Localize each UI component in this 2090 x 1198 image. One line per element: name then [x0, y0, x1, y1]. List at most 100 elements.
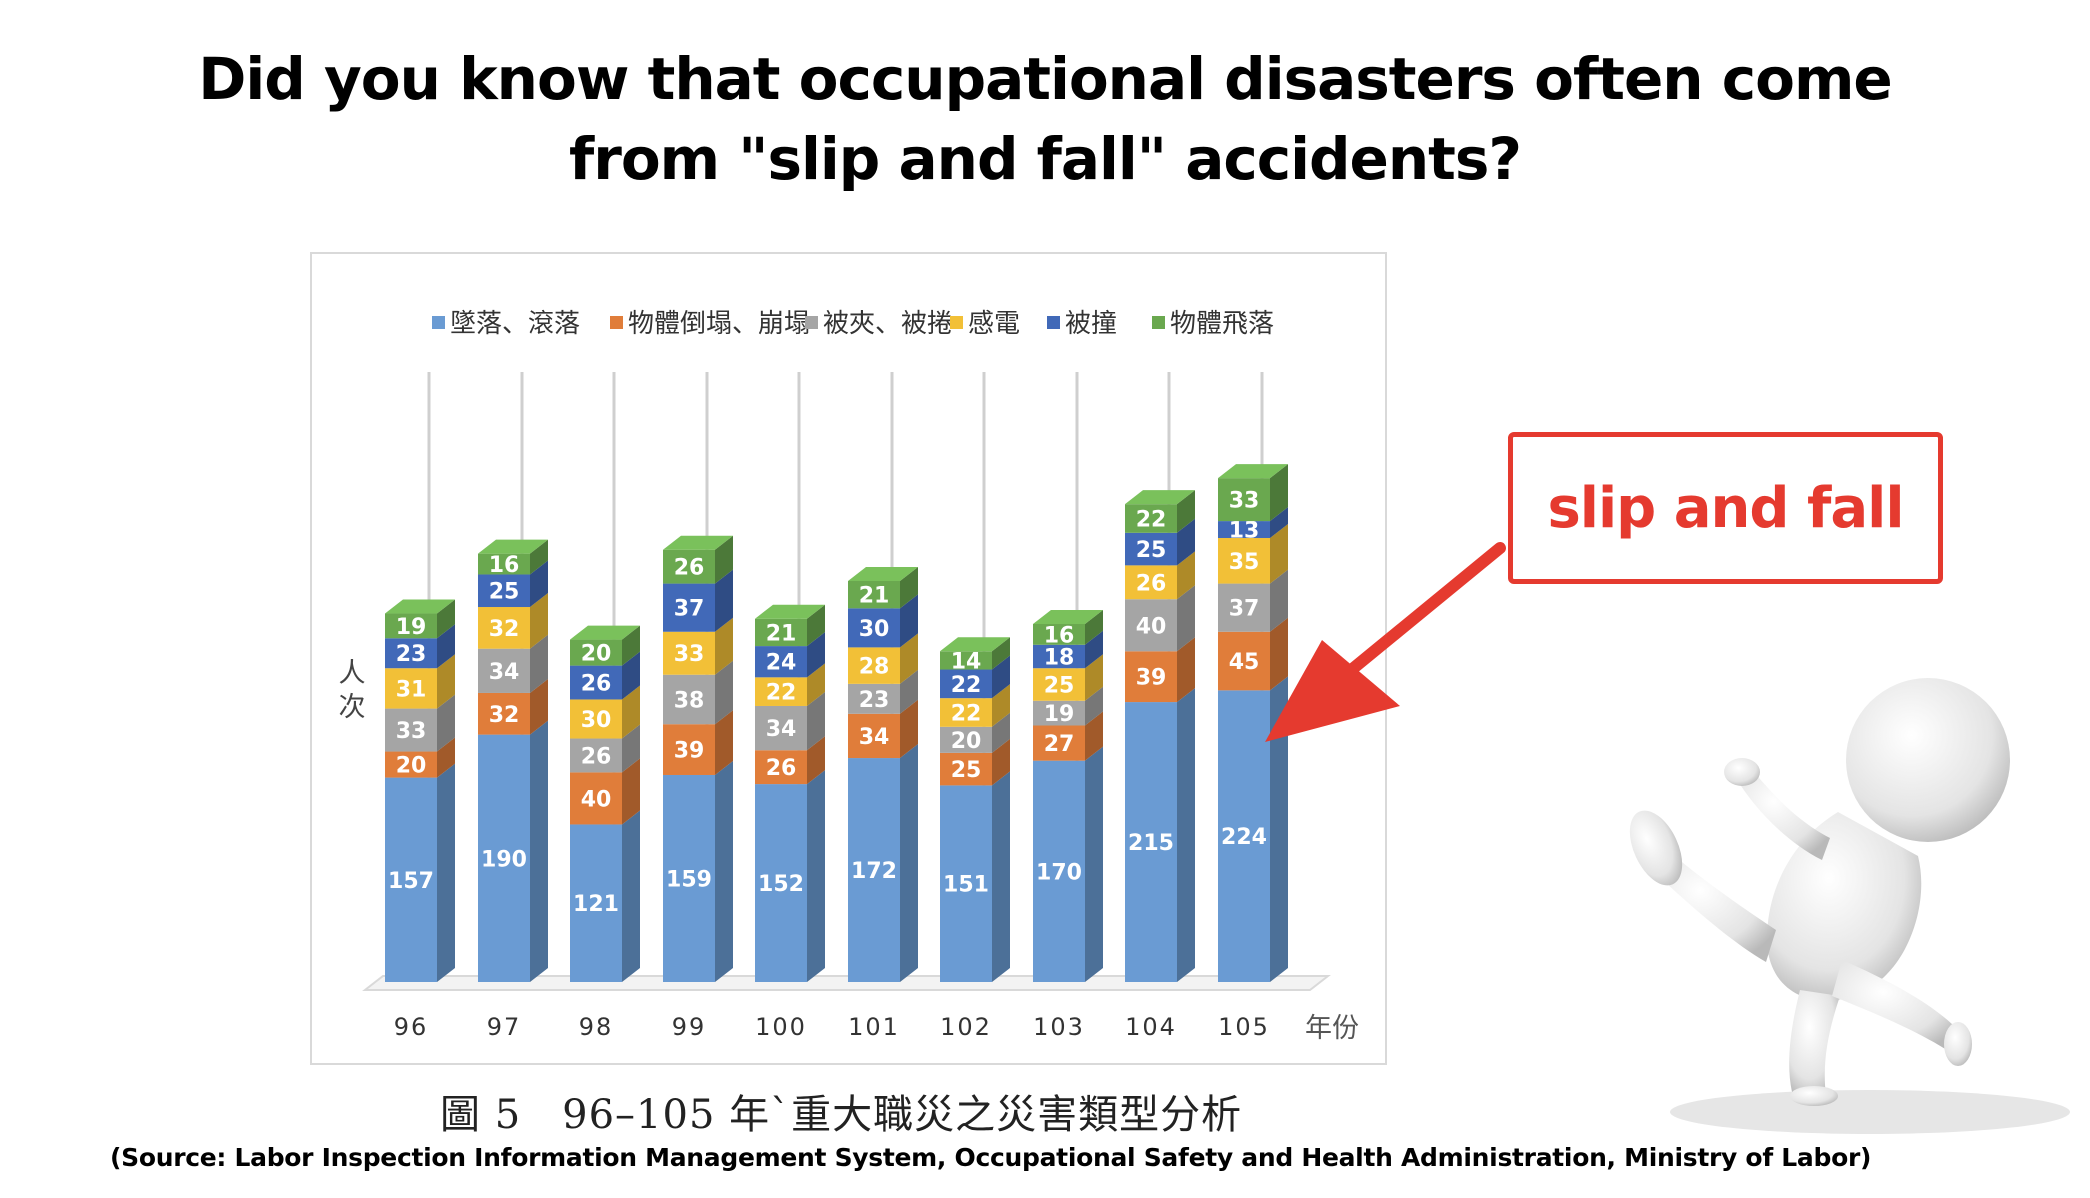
bar-segment: [663, 724, 715, 775]
bar-segment: [1033, 623, 1085, 645]
bar-segment-side: [1177, 490, 1195, 533]
bar-segment: [663, 583, 715, 632]
data-label: 20: [396, 754, 427, 779]
x-tick-label: 96: [394, 1013, 429, 1041]
x-tick-label: 102: [940, 1013, 992, 1041]
bar-top: [1125, 490, 1195, 505]
bar-segment: [755, 677, 807, 706]
bar-segment: [478, 692, 530, 735]
bar-segment: [1125, 599, 1177, 652]
legend-swatch: [1047, 316, 1060, 329]
bar-segment-side: [1085, 630, 1103, 669]
bar-segment: [1218, 583, 1270, 632]
bar-segment: [570, 639, 622, 666]
data-label: 152: [758, 872, 804, 897]
bar-segment: [940, 726, 992, 753]
bar-stack-105: 224 45 37 35 13 33: [1218, 464, 1288, 982]
bar-segment-side: [900, 633, 918, 684]
data-label: 21: [859, 584, 890, 609]
bar-segment: [385, 613, 437, 639]
bar-segment-side: [715, 660, 733, 725]
bar-segment-side: [622, 724, 640, 773]
bar-segment-side: [715, 760, 733, 982]
bar-segment: [940, 698, 992, 727]
data-label: 32: [489, 703, 520, 728]
bar-segment-side: [437, 624, 455, 669]
source-note: (Source: Labor Inspection Information Ma…: [110, 1143, 1872, 1172]
data-label: 37: [1229, 597, 1260, 622]
bar-segment-side: [807, 691, 825, 751]
data-label: 39: [1136, 666, 1167, 691]
bar-top: [570, 625, 640, 640]
x-tick-label: 103: [1033, 1013, 1085, 1041]
headline-line-2: from "slip and fall" accidents?: [568, 125, 1522, 193]
data-label: 151: [943, 873, 989, 898]
bar-segment: [478, 648, 530, 693]
data-label: 22: [951, 673, 982, 698]
x-axis-label: 年份: [1305, 1013, 1359, 1044]
bar-segment: [570, 772, 622, 825]
bar-segment-side: [1270, 524, 1288, 584]
bar-segment: [570, 824, 622, 982]
bar-segment: [848, 608, 900, 648]
bar-segment-side: [715, 710, 733, 775]
data-label: 25: [951, 758, 982, 783]
bar-stack-104: 215 39 40 26 25 22: [1125, 490, 1195, 982]
bar-segment: [663, 674, 715, 725]
bar-segment: [385, 708, 437, 752]
data-label: 26: [1136, 571, 1167, 596]
data-label: 159: [666, 867, 712, 892]
bar-segment-side: [900, 594, 918, 648]
data-label: 26: [674, 556, 705, 581]
bar-segment-side: [1085, 686, 1103, 726]
bar-segment-side: [1270, 507, 1288, 539]
slip-and-fall-callout: slip and fall: [1508, 432, 1943, 584]
bar-segment-side: [1177, 688, 1195, 982]
data-label: 30: [859, 617, 890, 642]
data-label: 33: [396, 719, 427, 744]
data-label: 13: [1229, 519, 1260, 544]
bar-segment: [755, 784, 807, 982]
legend-entry: 物體飛落: [1170, 309, 1274, 339]
data-label: 32: [489, 617, 520, 642]
data-label: 31: [396, 677, 427, 702]
bar-segment: [663, 549, 715, 584]
x-tick-label: 99: [672, 1013, 707, 1041]
bar-segment-side: [622, 758, 640, 825]
bar-segment-side: [530, 720, 548, 982]
bar-segment-side: [437, 694, 455, 752]
legend-entry: 物體倒塌、崩塌: [628, 309, 810, 339]
data-label: 27: [1044, 732, 1075, 757]
bar-segment-side: [1177, 585, 1195, 652]
bar-segment: [478, 553, 530, 575]
legend-swatch: [610, 316, 623, 329]
bar-segment: [570, 699, 622, 739]
bar-segment-side: [437, 599, 455, 639]
bar-segment-side: [992, 771, 1010, 982]
legend-entry: 感電: [968, 309, 1020, 339]
bar-segment-side: [1270, 464, 1288, 522]
data-label: 22: [951, 701, 982, 726]
bar-top: [385, 599, 455, 614]
data-label: 170: [1036, 860, 1082, 885]
x-tick-label: 104: [1125, 1013, 1177, 1041]
bar-segment: [385, 638, 437, 669]
x-tick-label: 101: [848, 1013, 900, 1041]
legend-entry: 被夾、被捲: [823, 309, 953, 339]
bar-segment: [1218, 478, 1270, 522]
data-label: 172: [851, 859, 897, 884]
data-label: 22: [766, 681, 797, 706]
bar-segment-side: [1270, 676, 1288, 982]
bar-segment-side: [530, 593, 548, 649]
data-label: 34: [859, 725, 890, 750]
bar-segment: [1033, 668, 1085, 701]
data-label: 34: [489, 660, 520, 685]
bar-segment: [570, 738, 622, 773]
data-label: 33: [1229, 489, 1260, 514]
bar-segment-side: [992, 712, 1010, 753]
bar-segment: [940, 669, 992, 699]
bar-segment: [1125, 565, 1177, 600]
